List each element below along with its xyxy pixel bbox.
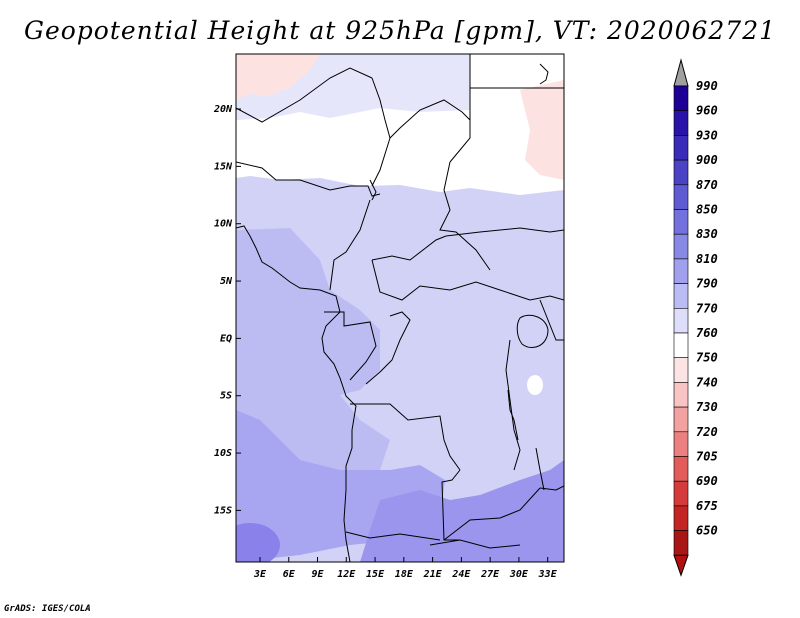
border-angola-zambia — [441, 469, 461, 541]
red-sea-coast — [539, 63, 549, 85]
lon-tick-label-5: 18E — [395, 569, 414, 580]
border-tanzania-mozambique — [539, 485, 564, 491]
lake-malawi — [535, 447, 545, 491]
nile-river — [369, 179, 377, 201]
border-zambia-namibia-strip — [429, 539, 521, 549]
field-region-south-850 — [360, 460, 564, 562]
lat-tick-label-1: 15N — [214, 161, 233, 172]
map-frame — [235, 53, 565, 563]
border-car — [371, 235, 447, 261]
lon-tick-label-1: 6E — [283, 569, 296, 580]
lat-tick-label-3: 5N — [220, 276, 233, 287]
border-nigeria-cameroon — [329, 199, 371, 291]
lat-tick-label-4: EQ — [220, 333, 232, 344]
country-borders — [236, 54, 564, 562]
border-mali-burkina — [236, 161, 300, 181]
lon-tick-label-8: 27E — [480, 569, 500, 580]
border-algeria-mali — [236, 67, 373, 123]
grads-credit: GrADS: IGES/COLA — [4, 604, 91, 614]
field-region-atlantic-810 — [236, 228, 390, 480]
lon-tick-label-0: 3E — [253, 569, 267, 580]
lon-tick-label-9: 30E — [509, 569, 529, 580]
latitude-ticks: 20N 15N 10N 5N EQ 5S 10S 15S — [213, 104, 241, 516]
lon-tick-label-10: 33E — [538, 569, 558, 580]
coastline-west — [236, 225, 357, 562]
border-angola-namibia — [345, 531, 441, 541]
lon-tick-label-4: 15E — [366, 569, 385, 580]
map-title: Geopotential Height at 925hPa [gpm], VT:… — [23, 16, 777, 45]
border-niger-chad — [371, 137, 391, 187]
lat-tick-label-5: 5S — [220, 391, 232, 402]
border-kenya — [539, 299, 564, 341]
height-field — [236, 54, 564, 562]
field-patch-sw-corner — [236, 523, 280, 562]
lon-tick-label-3: 12E — [337, 569, 356, 580]
border-drc-angola — [350, 403, 461, 471]
border-chad-sudan — [439, 161, 491, 271]
border-algeria-niger — [371, 77, 471, 139]
longitude-ticks: 3E 6E 9E 12E 15E 18E 21E 24E 27E 30E 33E — [253, 557, 558, 580]
lat-tick-label-2: 10N — [214, 219, 233, 230]
lat-tick-label-6: 10S — [214, 448, 232, 459]
lat-tick-label-0: 20N — [213, 104, 233, 115]
lake-tanganyika — [507, 389, 519, 441]
field-patch-east-white — [527, 375, 543, 395]
border-congo-drc — [365, 311, 411, 385]
border-niger-nigeria — [299, 179, 381, 197]
lon-tick-label-6: 21E — [423, 569, 443, 580]
lake-victoria — [516, 314, 549, 348]
border-zambia-south — [443, 487, 541, 541]
field-region-northwest-750 — [236, 54, 320, 100]
lat-tick-label-7: 15S — [214, 505, 232, 516]
border-libya-chad — [449, 54, 471, 163]
field-region-northeast-750 — [520, 80, 564, 180]
lon-tick-label-2: 9E — [311, 569, 324, 580]
border-car-drc — [371, 259, 501, 301]
lon-tick-label-7: 24E — [451, 569, 471, 580]
border-sudan-south-sudan — [445, 227, 564, 237]
border-south-sudan-uganda — [499, 289, 564, 301]
border-gabon-congo — [324, 311, 377, 381]
